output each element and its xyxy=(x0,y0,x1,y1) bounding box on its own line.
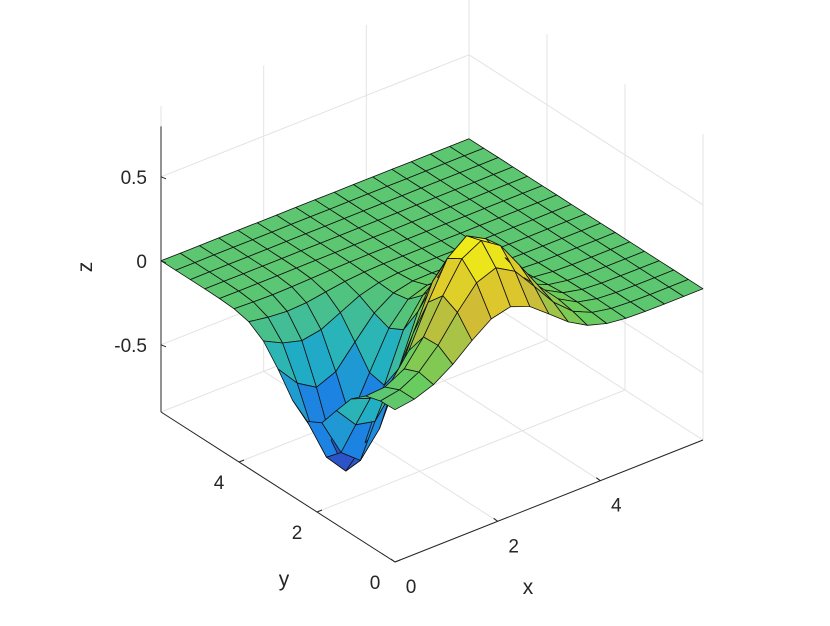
tick-mark xyxy=(493,517,498,522)
z-tick-label: 0 xyxy=(136,252,147,273)
y-axis-label: y xyxy=(279,568,290,591)
x-tick-label: 4 xyxy=(611,496,622,517)
tick-mark xyxy=(394,559,401,563)
y-tick-label: 2 xyxy=(292,523,303,544)
tick-mark xyxy=(160,176,167,180)
grid-line xyxy=(468,289,704,441)
axes-box xyxy=(160,126,704,563)
z-axis-label: z xyxy=(74,262,97,273)
tick-mark xyxy=(596,477,601,482)
x-axis-line xyxy=(394,439,704,563)
tick-mark xyxy=(160,344,167,348)
y-axis-line xyxy=(160,411,396,563)
x-axis-label: x xyxy=(523,576,534,599)
y-tick-label: 0 xyxy=(370,573,381,594)
surface-mesh xyxy=(160,138,704,472)
axis-ticks: 0 2 4 0 2 4 -0.5 0 0.5 xyxy=(114,168,622,598)
y-tick-label: 4 xyxy=(214,473,225,494)
x-tick-label: 0 xyxy=(406,577,417,598)
tick-mark xyxy=(390,558,396,563)
tick-mark xyxy=(160,260,167,264)
grid-line xyxy=(468,54,704,206)
surface-patch xyxy=(668,278,704,297)
grid-line xyxy=(316,389,626,513)
grid-line xyxy=(160,54,470,178)
z-tick-label: 0.5 xyxy=(121,168,147,189)
z-tick-label: -0.5 xyxy=(114,336,147,357)
tick-mark xyxy=(238,459,245,463)
x-tick-label: 2 xyxy=(508,536,519,557)
tick-mark xyxy=(316,509,323,513)
